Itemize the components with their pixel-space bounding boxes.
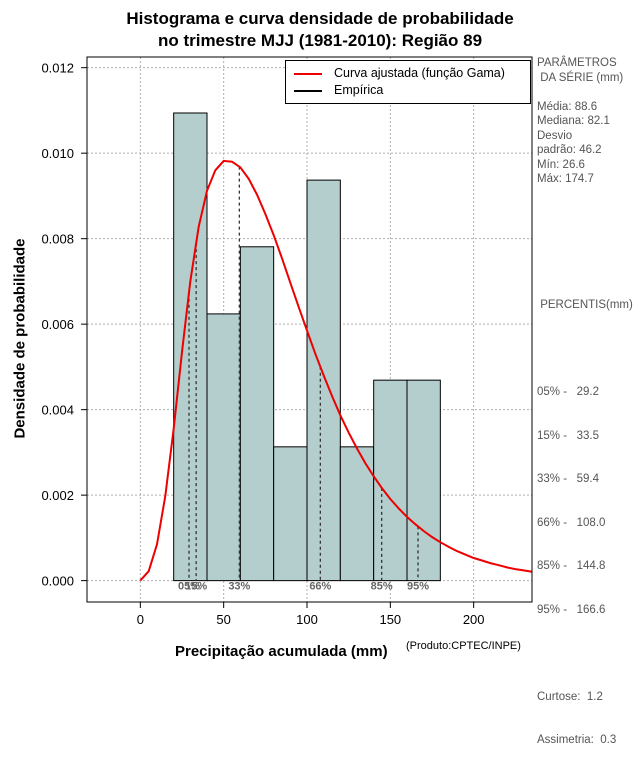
y-tick-label-3: 0.006 bbox=[41, 317, 74, 332]
stat-assimetria: Assimetria: 0.3 bbox=[537, 734, 617, 746]
percentile-label-1: 15% bbox=[185, 581, 207, 593]
parametros-header-1: PARÂMETROS bbox=[537, 57, 617, 69]
legend-item-empirical: Empírica bbox=[294, 82, 383, 98]
x-tick-label-3: 150 bbox=[379, 612, 401, 627]
percentis-panel: PERCENTIS(mm) 05% - 29.2 15% - 33.5 33% … bbox=[537, 269, 633, 762]
percentil-15: 15% - 33.5 bbox=[537, 429, 600, 442]
stat-curtose: Curtose: 1.2 bbox=[537, 690, 603, 703]
axes: 0 50 100 150 200 0.000 0.002 0.004 0.006 0.008 0.0… bbox=[41, 61, 484, 627]
histogram-bar-1 bbox=[206, 313, 241, 582]
stat-desvio-2: padrão: 46.2 bbox=[537, 144, 602, 156]
percentil-33: 33% - 59.4 bbox=[537, 473, 600, 485]
histogram-chart: 05%15% 33% 66% 85% 95% 0 50 100 150 200 0.000 0.00… bbox=[41, 56, 533, 627]
y-tick-label-2: 0.004 bbox=[41, 403, 74, 418]
legend: Curva ajustada (função Gama) Empírica bbox=[285, 60, 531, 104]
chart-title-line2: no trimestre MJJ (1981-2010): Região 89 bbox=[157, 31, 483, 50]
percentis-header: PERCENTIS(mm) bbox=[537, 299, 633, 311]
chart-title-line1: Histograma e curva densidade de probabil… bbox=[126, 9, 514, 28]
histogram-bar-6 bbox=[373, 379, 408, 582]
y-tick-label-4: 0.008 bbox=[41, 232, 74, 247]
histogram-bars bbox=[173, 112, 441, 582]
plot-frame bbox=[86, 56, 533, 603]
histogram-bar-3 bbox=[273, 446, 308, 582]
percentile-label-2: 33% bbox=[228, 581, 250, 593]
y-tick-label-1: 0.002 bbox=[41, 488, 74, 503]
percentil-95: 95% - 166.6 bbox=[537, 603, 606, 616]
x-tick-label-4: 200 bbox=[463, 612, 485, 627]
legend-item-fitted: Curva ajustada (função Gama) bbox=[294, 65, 505, 81]
fitted-gamma-curve bbox=[139, 159, 533, 582]
percentil-05: 05% - 29.2 bbox=[537, 386, 600, 398]
percentile-label-5: 95% bbox=[407, 581, 429, 593]
stat-desvio-1: Desvio bbox=[537, 129, 573, 142]
legend-label-fitted: Curva ajustada (função Gama) bbox=[334, 66, 505, 80]
histogram-bar-7 bbox=[406, 379, 441, 582]
x-tick-label-2: 100 bbox=[296, 612, 318, 627]
stat-mediana: Mediana: 82.1 bbox=[537, 115, 610, 127]
parametros-panel: PARÂMETROS DA SÉRIE (mm) Média: 88.6 Med… bbox=[537, 56, 623, 187]
percentile-label-3: 66% bbox=[309, 581, 331, 593]
percentil-66: 66% - 108.0 bbox=[537, 516, 606, 529]
product-note: (Produto:CPTEC/INPE) bbox=[406, 640, 521, 652]
stat-min: Mín: 26.6 bbox=[537, 158, 585, 171]
parametros-header-2: DA SÉRIE (mm) bbox=[537, 71, 624, 84]
histogram-bar-2 bbox=[239, 246, 275, 582]
y-tick-label-0: 0.000 bbox=[41, 574, 74, 589]
x-tick-label-0: 0 bbox=[137, 612, 144, 627]
x-tick-label-1: 50 bbox=[216, 612, 230, 627]
legend-swatch-empirical bbox=[294, 89, 322, 92]
legend-label-empirical: Empírica bbox=[334, 83, 384, 97]
histogram-bar-4 bbox=[306, 179, 341, 582]
legend-swatch-fitted bbox=[294, 72, 322, 75]
y-tick-label-5: 0.010 bbox=[41, 146, 74, 161]
y-tick-label-6: 0.012 bbox=[41, 61, 74, 76]
y-axis-label: Densidade de probabilidade bbox=[11, 238, 29, 439]
percentil-85: 85% - 144.8 bbox=[537, 560, 606, 572]
percentile-label-4: 85% bbox=[371, 581, 393, 593]
histogram-bar-0 bbox=[173, 112, 208, 582]
percentile-label-0: 05% bbox=[178, 581, 200, 593]
stat-max: Máx: 174.7 bbox=[537, 173, 594, 185]
stat-media: Média: 88.6 bbox=[537, 100, 598, 113]
percentile-markers: 05%15% 33% 66% 85% 95% bbox=[178, 166, 429, 593]
x-axis-label: Precipitação acumulada (mm) bbox=[175, 643, 388, 660]
